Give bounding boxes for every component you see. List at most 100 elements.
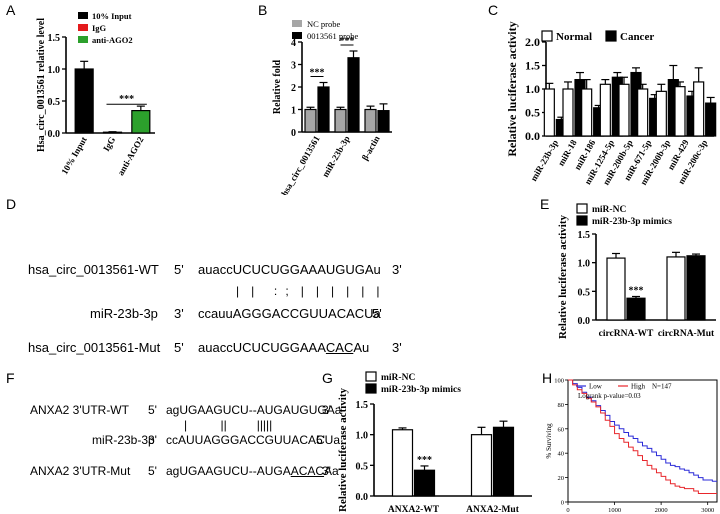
y-axis-label: Relative luciferase activity — [557, 215, 569, 340]
d-row1-3prime: 3' — [392, 262, 402, 277]
y-tick-label: 1.5 — [578, 230, 591, 241]
x-category-label: miR-23b-3p — [528, 138, 560, 183]
legend-label: Normal — [556, 31, 592, 43]
panel-label-a: A — [6, 2, 16, 18]
panel-label-c: C — [488, 2, 499, 18]
bar — [637, 88, 649, 137]
legend-label: 10% Input — [92, 11, 132, 21]
d-row2-sequence: ccauuAGGGACCGUUACACUa — [198, 306, 381, 321]
legend-label: Cancer — [620, 31, 654, 43]
y-tick-label: 20 — [558, 475, 565, 482]
d-row1-name: hsa_circ_0013561-WT — [28, 262, 159, 277]
y-axis-label: Relative fold — [272, 59, 283, 114]
bar — [674, 86, 686, 137]
x-category-label: 10% Input — [59, 135, 89, 176]
legend-swatch — [365, 371, 377, 382]
y-tick-label: 2.0 — [525, 35, 540, 49]
significance-mark: *** — [340, 36, 355, 47]
f-row2-5prime: 5' — [316, 433, 325, 447]
bar — [693, 81, 705, 137]
legend-swatch — [365, 383, 377, 394]
x-category-label: circRNA-WT — [599, 329, 654, 339]
significance-mark: *** — [629, 285, 644, 296]
legend-swatch — [576, 215, 588, 226]
f-row1-sequence: agUGAAGUCU--AUGAUGUGAa — [166, 403, 342, 417]
y-axis-label: Hsa_circ_0013561 relative level — [36, 18, 47, 152]
legend-label: 0013561 probe — [307, 31, 358, 41]
legend-label: N=147 — [652, 383, 672, 391]
legend-label: High — [631, 383, 646, 391]
legend-swatch — [541, 30, 553, 42]
x-tick-label: 2000 — [655, 507, 668, 514]
panel-label-e: E — [540, 196, 550, 212]
y-tick-label: 80 — [558, 402, 565, 409]
bar — [618, 83, 630, 137]
x-category-label: ANXA2-WT — [388, 505, 440, 514]
x-category-label: β-actin — [360, 134, 382, 162]
chart-b-pulldown: 0 1 2 3 4 Relative fold hsa_circ_0013561miR-23… — [272, 19, 392, 195]
f-row2-sequence: ccAUUAGGGACCGUUACACUa — [166, 433, 341, 447]
bar — [74, 68, 94, 134]
plot-frame — [567, 379, 718, 503]
y-tick-label: 100 — [554, 378, 564, 385]
f-row3-sequence: agUGAAGUCU--AUGAACACAa — [166, 464, 339, 478]
legend-label: miR-NC — [381, 373, 415, 383]
f-row2-name: miR-23b-3p — [92, 433, 155, 447]
legend-swatch — [78, 12, 88, 19]
bar — [317, 86, 330, 133]
y-tick-label: 1.5 — [525, 59, 540, 73]
panel-label-h: H — [542, 370, 553, 386]
d-row2-3prime: 3' — [174, 306, 184, 321]
bar — [492, 426, 515, 497]
km-curve-high — [568, 379, 717, 494]
bar — [131, 109, 151, 134]
panel-label-f: F — [6, 370, 15, 386]
y-tick-label: 1.5 — [48, 33, 61, 44]
d-base-pairs: | | : ; | | | | | | — [236, 284, 380, 298]
f-row2-3prime: 3' — [148, 433, 157, 447]
f-base-pairs: | || ||||| — [184, 418, 273, 432]
x-tick-label: 3000 — [701, 507, 714, 514]
legend-swatch — [292, 32, 302, 39]
bar — [606, 257, 626, 321]
y-tick-label: 0.5 — [356, 461, 369, 472]
y-tick-label: 0 — [291, 128, 296, 139]
bar — [413, 469, 436, 497]
bar — [391, 429, 414, 497]
x-tick-label: 1000 — [608, 507, 621, 514]
y-tick-label: 0.0 — [525, 129, 540, 143]
x-category-label: IgG — [101, 135, 117, 153]
significance-mark: *** — [119, 94, 134, 105]
d-row3-sequence: auaccUCUCUGGAAACACAu — [198, 340, 370, 355]
bar — [599, 83, 611, 137]
f-row1-name: ANXA2 3'UTR-WT — [30, 403, 129, 417]
chart-e-circrna-luciferase: 0.0 0.5 1.0 1.5 Relative luciferase activity… — [557, 203, 716, 340]
y-tick-label: 4 — [291, 38, 296, 49]
y-tick-label: 1.0 — [578, 259, 591, 270]
y-tick-label: 2 — [291, 83, 296, 94]
bar — [562, 88, 574, 137]
x-category-label: miR-23b-3p — [320, 134, 352, 179]
y-tick-label: 60 — [558, 426, 565, 433]
y-tick-label: 1.0 — [356, 431, 369, 442]
y-tick-label: 0.5 — [578, 287, 591, 298]
legend-swatch — [576, 203, 588, 214]
y-axis-label: Relative luciferase activity — [505, 21, 519, 156]
y-tick-label: 1.0 — [525, 82, 540, 96]
panel-label-b: B — [258, 2, 268, 18]
panel-label-d: D — [6, 196, 17, 212]
y-tick-label: 0 — [561, 500, 564, 507]
d-row2-name: miR-23b-3p — [90, 306, 158, 321]
bar — [334, 108, 347, 133]
legend-label: NC probe — [307, 19, 341, 29]
bar — [705, 102, 717, 137]
bar — [377, 110, 390, 133]
chart-g-anxa2-luciferase: 0.0 0.5 1.0 1.5 Relative luciferase activity… — [337, 371, 532, 514]
d-row1-sequence: auaccUCUCUGGAAAUGUGAu — [198, 262, 381, 277]
bar — [364, 108, 377, 133]
bar — [304, 108, 317, 133]
bar — [347, 57, 360, 133]
d-row3-3prime: 3' — [392, 340, 402, 355]
